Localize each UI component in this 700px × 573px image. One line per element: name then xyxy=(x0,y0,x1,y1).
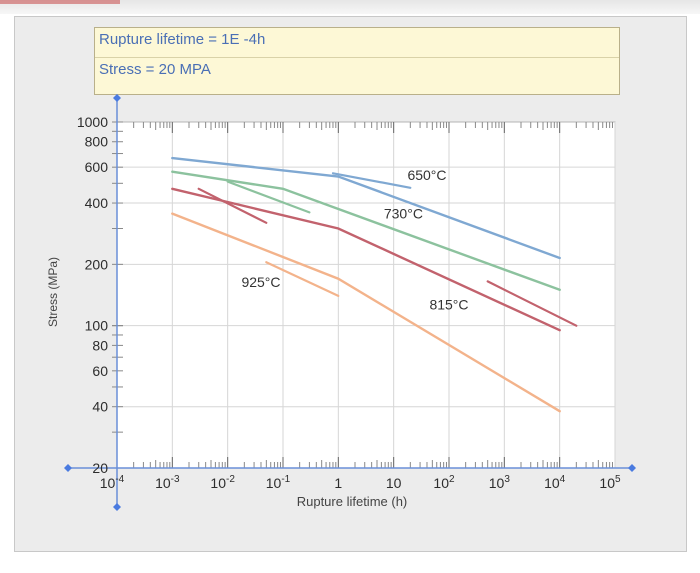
series-label: 730°C xyxy=(384,206,423,222)
y-tick-label: 1000 xyxy=(77,114,108,130)
series-layer xyxy=(171,156,561,413)
series-label: 650°C xyxy=(407,167,446,183)
marker-line xyxy=(197,187,268,224)
marker-line xyxy=(486,280,578,327)
marker-lines xyxy=(197,172,578,327)
x-tick-label: 10-1 xyxy=(266,474,291,491)
x-tick-label: 10-4 xyxy=(100,474,125,491)
grid xyxy=(116,122,616,468)
x-tick-label: 10-2 xyxy=(210,474,235,491)
x-tick-label: 103 xyxy=(489,474,511,491)
minor-ticks xyxy=(112,121,613,469)
x-tick-label: 102 xyxy=(433,474,455,491)
y-tick-label: 800 xyxy=(85,134,109,150)
series-label: 925°C xyxy=(241,274,280,290)
readout-separator xyxy=(95,57,619,58)
window-top-accent xyxy=(0,0,120,4)
y-tick-label: 20 xyxy=(92,460,108,476)
y-axis-top-handle[interactable] xyxy=(113,94,121,102)
y-tick-label: 100 xyxy=(85,318,109,334)
x-axis-left-handle[interactable] xyxy=(64,464,72,472)
series-line xyxy=(171,212,561,413)
series-label: 815°C xyxy=(429,297,468,313)
marker-line xyxy=(265,261,340,297)
y-axis-bottom-handle[interactable] xyxy=(113,503,121,511)
curve-labels: 650°C 730°C 925°C 815°C xyxy=(241,167,468,313)
x-axis-right-handle[interactable] xyxy=(628,464,636,472)
series-line xyxy=(171,170,561,291)
series-line xyxy=(171,156,561,260)
x-tick-label: 10 xyxy=(386,475,402,491)
y-axis-title: Stress (MPa) xyxy=(46,257,60,327)
x-axis-title: Rupture lifetime (h) xyxy=(297,494,408,509)
marker-line xyxy=(226,180,311,214)
y-tick-label: 400 xyxy=(85,195,109,211)
x-tick-label: 10-3 xyxy=(155,474,180,491)
y-tick-label: 600 xyxy=(85,159,109,175)
x-tick-label: 104 xyxy=(544,474,566,491)
y-tick-label: 40 xyxy=(92,399,108,415)
y-tick-label: 60 xyxy=(92,363,108,379)
x-tick-label: 1 xyxy=(334,475,342,491)
stress-readout: Stress = 20 MPA xyxy=(99,61,211,78)
y-tick-label: 200 xyxy=(85,256,109,272)
window-top-strip xyxy=(0,0,700,14)
tick-labels: 20 40 60 80 100 200 400 600 800 1000 10-4 10-3 10-2 1… xyxy=(77,114,621,491)
y-tick-label: 80 xyxy=(92,337,108,353)
x-tick-label: 105 xyxy=(599,474,621,491)
marker-line xyxy=(331,172,412,189)
readout-box: Rupture lifetime = 1E -4h Stress = 20 MP… xyxy=(94,27,620,95)
series-line xyxy=(171,187,561,332)
rupture-lifetime-readout: Rupture lifetime = 1E -4h xyxy=(99,31,266,48)
axes xyxy=(64,94,636,511)
